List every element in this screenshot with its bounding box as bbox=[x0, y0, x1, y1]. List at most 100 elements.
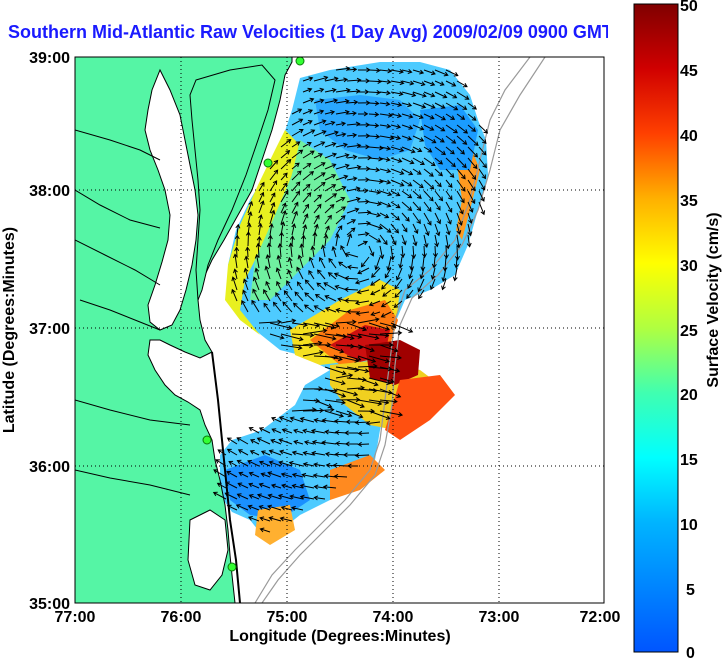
colorbar-tick-label: 15 bbox=[680, 452, 698, 469]
current-vector bbox=[324, 344, 345, 354]
current-vector bbox=[303, 440, 315, 445]
chart-title: Southern Mid-Atlantic Raw Velocities (1 … bbox=[8, 22, 608, 42]
current-vector bbox=[302, 386, 323, 392]
current-vector bbox=[313, 141, 326, 148]
current-vector bbox=[323, 473, 337, 479]
current-vector bbox=[267, 471, 282, 478]
current-vector bbox=[279, 516, 293, 522]
current-vector bbox=[368, 67, 381, 73]
current-vector bbox=[344, 441, 359, 447]
current-vector bbox=[275, 267, 282, 280]
current-vector bbox=[434, 234, 440, 248]
current-vector bbox=[269, 180, 278, 192]
current-vector bbox=[357, 199, 370, 205]
current-vector bbox=[226, 470, 238, 478]
current-vector bbox=[291, 332, 315, 338]
current-vector bbox=[338, 261, 348, 269]
current-vector bbox=[324, 184, 337, 192]
current-vector bbox=[412, 179, 424, 189]
current-vector bbox=[478, 190, 485, 202]
current-vector bbox=[322, 484, 337, 490]
current-vector bbox=[291, 483, 304, 489]
current-vector bbox=[445, 179, 453, 189]
current-vector bbox=[308, 269, 315, 280]
current-vector bbox=[368, 134, 381, 140]
current-vector bbox=[434, 69, 449, 77]
current-vector bbox=[423, 234, 429, 249]
current-vector bbox=[368, 410, 391, 420]
current-vector bbox=[302, 462, 315, 467]
current-vector bbox=[311, 439, 326, 445]
colorbar-tick-label: 40 bbox=[680, 128, 698, 145]
current-vector bbox=[280, 139, 292, 148]
current-vector bbox=[335, 98, 350, 104]
current-vector bbox=[320, 244, 326, 258]
current-vector bbox=[299, 243, 305, 258]
current-vector bbox=[431, 256, 437, 269]
current-vector bbox=[263, 289, 271, 302]
current-vector bbox=[291, 223, 297, 236]
current-vector bbox=[394, 289, 403, 299]
current-vector bbox=[291, 170, 302, 181]
current-vector bbox=[335, 77, 349, 83]
current-vector bbox=[269, 159, 279, 170]
current-vector bbox=[368, 167, 381, 173]
delmarva-peninsula bbox=[189, 64, 276, 301]
current-vector bbox=[445, 102, 459, 111]
current-vector bbox=[379, 245, 385, 260]
current-vector bbox=[456, 201, 464, 215]
current-vector bbox=[374, 256, 381, 271]
current-vector bbox=[379, 355, 402, 361]
current-vector bbox=[357, 89, 370, 95]
current-vector bbox=[231, 276, 238, 291]
current-vector bbox=[379, 201, 392, 208]
current-vector bbox=[401, 69, 413, 74]
current-vector bbox=[445, 234, 451, 250]
current-vector bbox=[456, 168, 466, 180]
colorbar-tick-label: 0 bbox=[686, 645, 695, 659]
current-vector bbox=[217, 449, 227, 456]
current-vector bbox=[407, 278, 414, 290]
current-vector bbox=[335, 307, 348, 313]
current-vector bbox=[236, 493, 249, 500]
current-vector bbox=[291, 162, 300, 170]
current-vector bbox=[267, 493, 282, 500]
current-vector bbox=[445, 124, 458, 134]
current-vector bbox=[357, 399, 383, 406]
current-vector bbox=[313, 194, 322, 203]
current-vector bbox=[269, 192, 276, 203]
current-vector bbox=[280, 189, 289, 203]
x-tick-label: 74:00 bbox=[373, 609, 414, 626]
current-vector bbox=[291, 108, 303, 115]
current-vector bbox=[282, 301, 293, 313]
current-vector bbox=[289, 235, 295, 247]
current-vector bbox=[430, 267, 436, 280]
current-vector bbox=[456, 80, 468, 88]
current-vector bbox=[456, 91, 470, 100]
station-marker bbox=[295, 57, 305, 66]
current-vector bbox=[406, 289, 414, 299]
current-vector bbox=[379, 90, 391, 96]
current-vector bbox=[346, 67, 358, 73]
current-vector bbox=[324, 120, 336, 126]
current-vector bbox=[346, 207, 360, 214]
current-vector bbox=[269, 209, 276, 225]
current-vector bbox=[247, 459, 260, 467]
y-tick-label: 38:00 bbox=[29, 183, 70, 200]
current-vector bbox=[302, 170, 315, 181]
current-vector bbox=[281, 428, 293, 434]
current-vector bbox=[258, 505, 271, 511]
current-vector bbox=[401, 102, 413, 108]
current-vector bbox=[291, 190, 301, 203]
current-vector bbox=[242, 289, 249, 302]
colorbar-tick-label: 25 bbox=[680, 323, 698, 340]
current-vector bbox=[456, 190, 465, 204]
current-vector bbox=[401, 124, 414, 130]
current-vector bbox=[259, 527, 271, 533]
current-vector bbox=[379, 101, 391, 107]
current-vector bbox=[308, 256, 315, 269]
current-vector bbox=[258, 427, 271, 434]
current-vector bbox=[357, 344, 375, 353]
current-vector bbox=[456, 113, 466, 120]
